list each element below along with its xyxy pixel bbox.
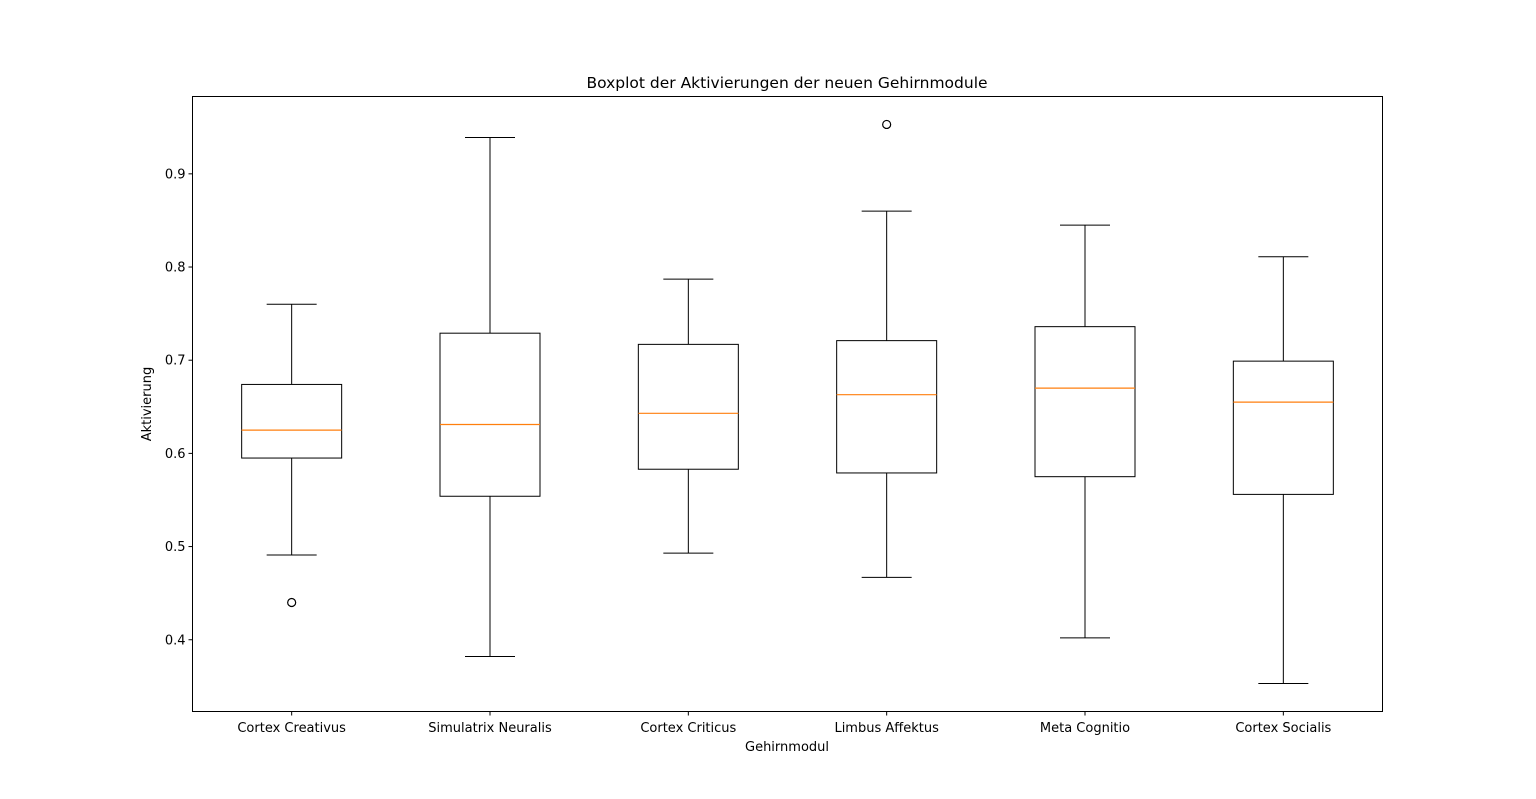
plot-area-frame bbox=[192, 96, 1383, 712]
x-tick-label: Simulatrix Neuralis bbox=[428, 721, 552, 736]
y-tick-label: 0.7 bbox=[165, 354, 186, 369]
iqr-box bbox=[637, 343, 739, 470]
iqr-box bbox=[1034, 326, 1136, 478]
y-tick-label: 0.8 bbox=[165, 261, 186, 276]
plot-layer: 0.4 0.5 0.6 0.7 0.8 0.9 Cortex Creativus Simula… bbox=[165, 119, 1334, 736]
y-tick-label: 0.9 bbox=[165, 167, 186, 182]
x-tick-label: Cortex Creativus bbox=[237, 721, 346, 736]
y-tick-label: 0.5 bbox=[165, 540, 186, 555]
outlier-point bbox=[882, 119, 892, 130]
y-tick-label: 0.6 bbox=[165, 447, 186, 462]
x-tick-label: Cortex Criticus bbox=[640, 721, 736, 736]
y-tick-label: 0.4 bbox=[165, 633, 186, 648]
iqr-box bbox=[836, 340, 938, 474]
outlier-point bbox=[287, 597, 297, 608]
iqr-box bbox=[1232, 360, 1334, 495]
iqr-box bbox=[241, 383, 343, 459]
x-tick-label: Limbus Affektus bbox=[834, 721, 939, 736]
x-axis-label: Gehirnmodul bbox=[745, 740, 829, 755]
x-tick-label: Meta Cognitio bbox=[1040, 721, 1130, 736]
x-tick-label: Cortex Socialis bbox=[1235, 721, 1331, 736]
y-axis-label: Aktivierung bbox=[140, 367, 155, 442]
chart-title: Boxplot der Aktivierungen der neuen Gehi… bbox=[586, 74, 987, 92]
iqr-box bbox=[439, 332, 541, 497]
